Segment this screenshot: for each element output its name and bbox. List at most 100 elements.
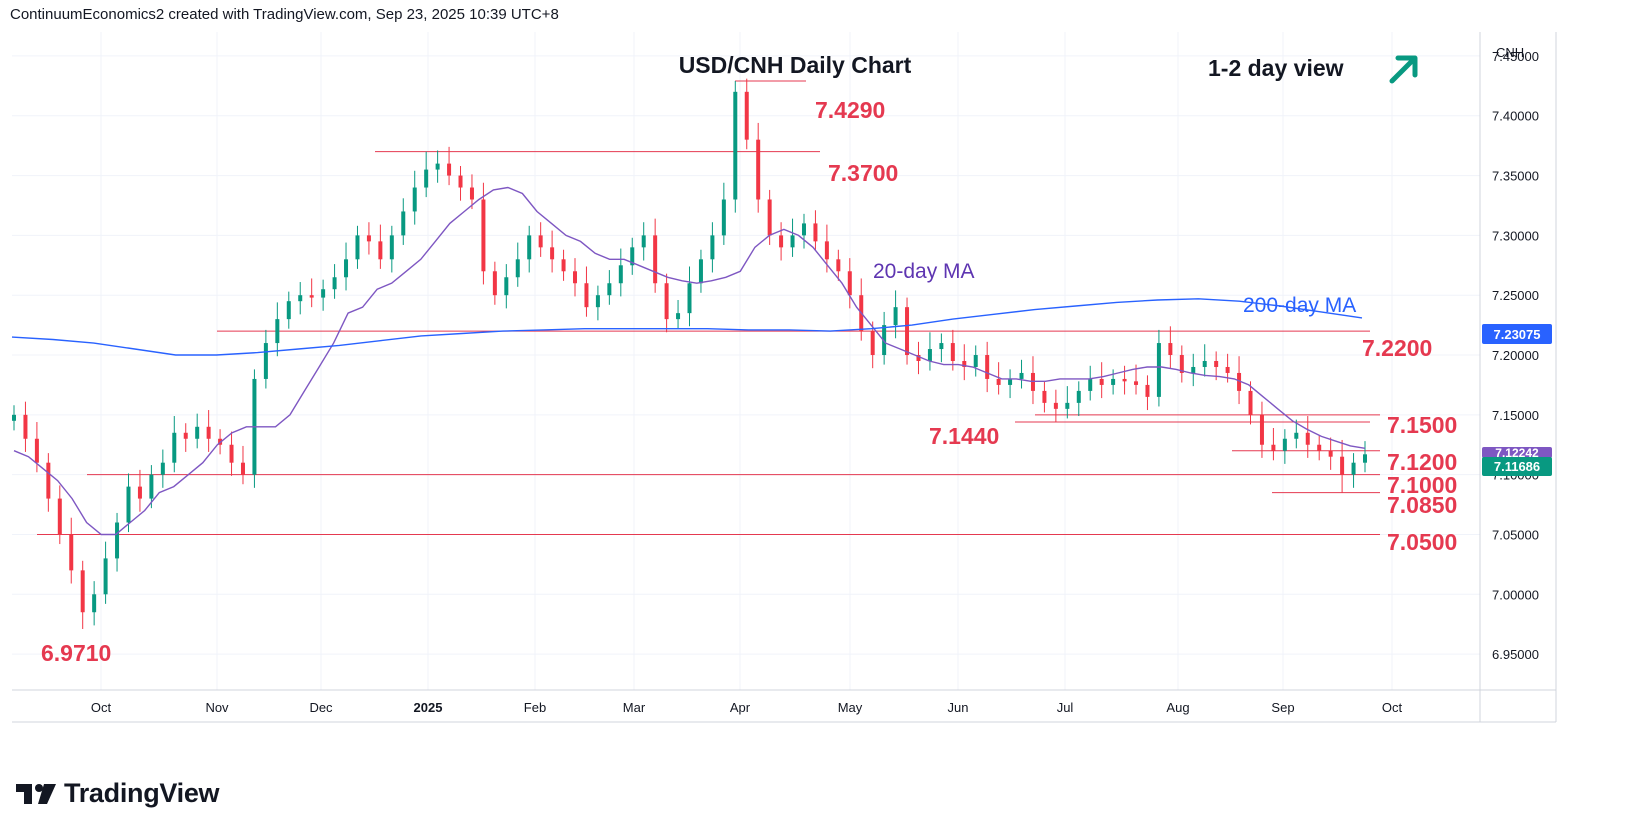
candle-body — [504, 277, 509, 296]
brand[interactable]: TradingView — [14, 778, 220, 809]
candle — [12, 405, 16, 431]
x-tick-label: Aug — [1166, 700, 1189, 715]
candle-body — [801, 223, 806, 236]
candle-body — [1111, 378, 1116, 385]
candle — [756, 122, 761, 213]
candle-body — [492, 271, 497, 296]
candle — [229, 431, 234, 476]
candle-body — [882, 325, 887, 356]
candle — [1145, 375, 1150, 411]
level-label: 7.1200 — [1387, 449, 1457, 475]
candle — [607, 270, 612, 305]
candle — [836, 249, 841, 281]
candle — [252, 369, 257, 488]
last-price-text: 7.11686 — [1494, 459, 1540, 474]
candle — [927, 332, 932, 371]
candle — [939, 333, 944, 363]
candle-body — [698, 259, 703, 284]
y-tick-label: 7.25000 — [1492, 288, 1539, 303]
candle — [905, 297, 910, 365]
candle-body — [435, 163, 440, 170]
ma200-value-text: 7.23075 — [1494, 327, 1541, 342]
candle — [481, 182, 486, 285]
level-label: 7.4290 — [815, 97, 885, 123]
candle — [366, 222, 371, 255]
candle — [595, 285, 600, 321]
candle-body — [653, 235, 658, 284]
candle-body — [263, 343, 268, 379]
candle-body — [355, 235, 360, 260]
candle-body — [813, 223, 818, 242]
chart-attribution: ContinuumEconomics2 created with Trading… — [10, 6, 559, 23]
candle-body — [962, 361, 967, 367]
candle-body — [847, 271, 852, 296]
ma20-annotation: 20-day MA — [873, 260, 975, 283]
candle — [332, 264, 337, 299]
candle — [1214, 351, 1219, 381]
candle — [1294, 419, 1299, 449]
candle — [378, 224, 383, 269]
candle-body — [469, 187, 474, 200]
candle — [321, 279, 326, 311]
candle — [504, 264, 509, 309]
candle-body — [1122, 378, 1127, 382]
candle-body — [69, 534, 74, 571]
ma20-line — [13, 186, 1366, 536]
candle-body — [1340, 456, 1345, 475]
candle — [23, 401, 28, 452]
candle — [687, 266, 692, 327]
candle — [424, 151, 429, 198]
candle — [1008, 369, 1013, 399]
candle — [1328, 437, 1333, 470]
candle — [973, 345, 978, 377]
candle-body — [298, 295, 303, 302]
candle-body — [80, 570, 85, 613]
candle — [870, 321, 875, 369]
candle-body — [1065, 402, 1070, 409]
x-tick-label: Oct — [91, 700, 112, 715]
candle-body — [710, 235, 715, 260]
y-tick-label: 7.05000 — [1492, 527, 1539, 542]
level-label: 7.3700 — [828, 160, 898, 186]
candle-body — [664, 283, 669, 320]
ma20-value-badge — [1482, 447, 1552, 458]
candle-body — [1019, 372, 1024, 379]
candle — [240, 445, 245, 485]
ma20-value-text: 7.12242 — [1495, 446, 1539, 460]
candle — [744, 78, 749, 150]
candle-body — [23, 414, 28, 439]
candle — [458, 165, 463, 201]
x-tick-label: Dec — [309, 700, 333, 715]
candle-body — [1088, 378, 1093, 391]
candle — [847, 258, 852, 309]
view-label: 1-2 day view — [1208, 55, 1344, 81]
candle — [1282, 429, 1287, 464]
candle — [309, 278, 314, 308]
level-label: 7.0500 — [1387, 529, 1457, 555]
candle-body — [34, 438, 39, 463]
candle-body — [286, 301, 291, 320]
candle — [1156, 329, 1161, 407]
candle-body — [172, 432, 177, 463]
candle — [1351, 453, 1356, 488]
candle — [492, 261, 497, 305]
candle-body — [870, 331, 875, 356]
candle — [1030, 356, 1035, 405]
candle — [195, 413, 200, 449]
arrow-head — [1395, 55, 1418, 78]
candle-body — [573, 271, 578, 284]
x-tick-label: Mar — [623, 700, 646, 715]
candle-body — [618, 265, 623, 284]
moving-averages — [11, 186, 1366, 536]
candle-body — [1282, 438, 1287, 451]
candle — [275, 302, 280, 357]
candle-body — [332, 277, 337, 290]
x-tick-label: Nov — [205, 700, 229, 715]
candle-body — [996, 378, 1001, 385]
candle-body — [1179, 355, 1184, 373]
candle — [618, 248, 623, 297]
candle-body — [149, 474, 154, 499]
candle-body — [1168, 343, 1173, 356]
level-label: 6.9710 — [41, 640, 111, 666]
